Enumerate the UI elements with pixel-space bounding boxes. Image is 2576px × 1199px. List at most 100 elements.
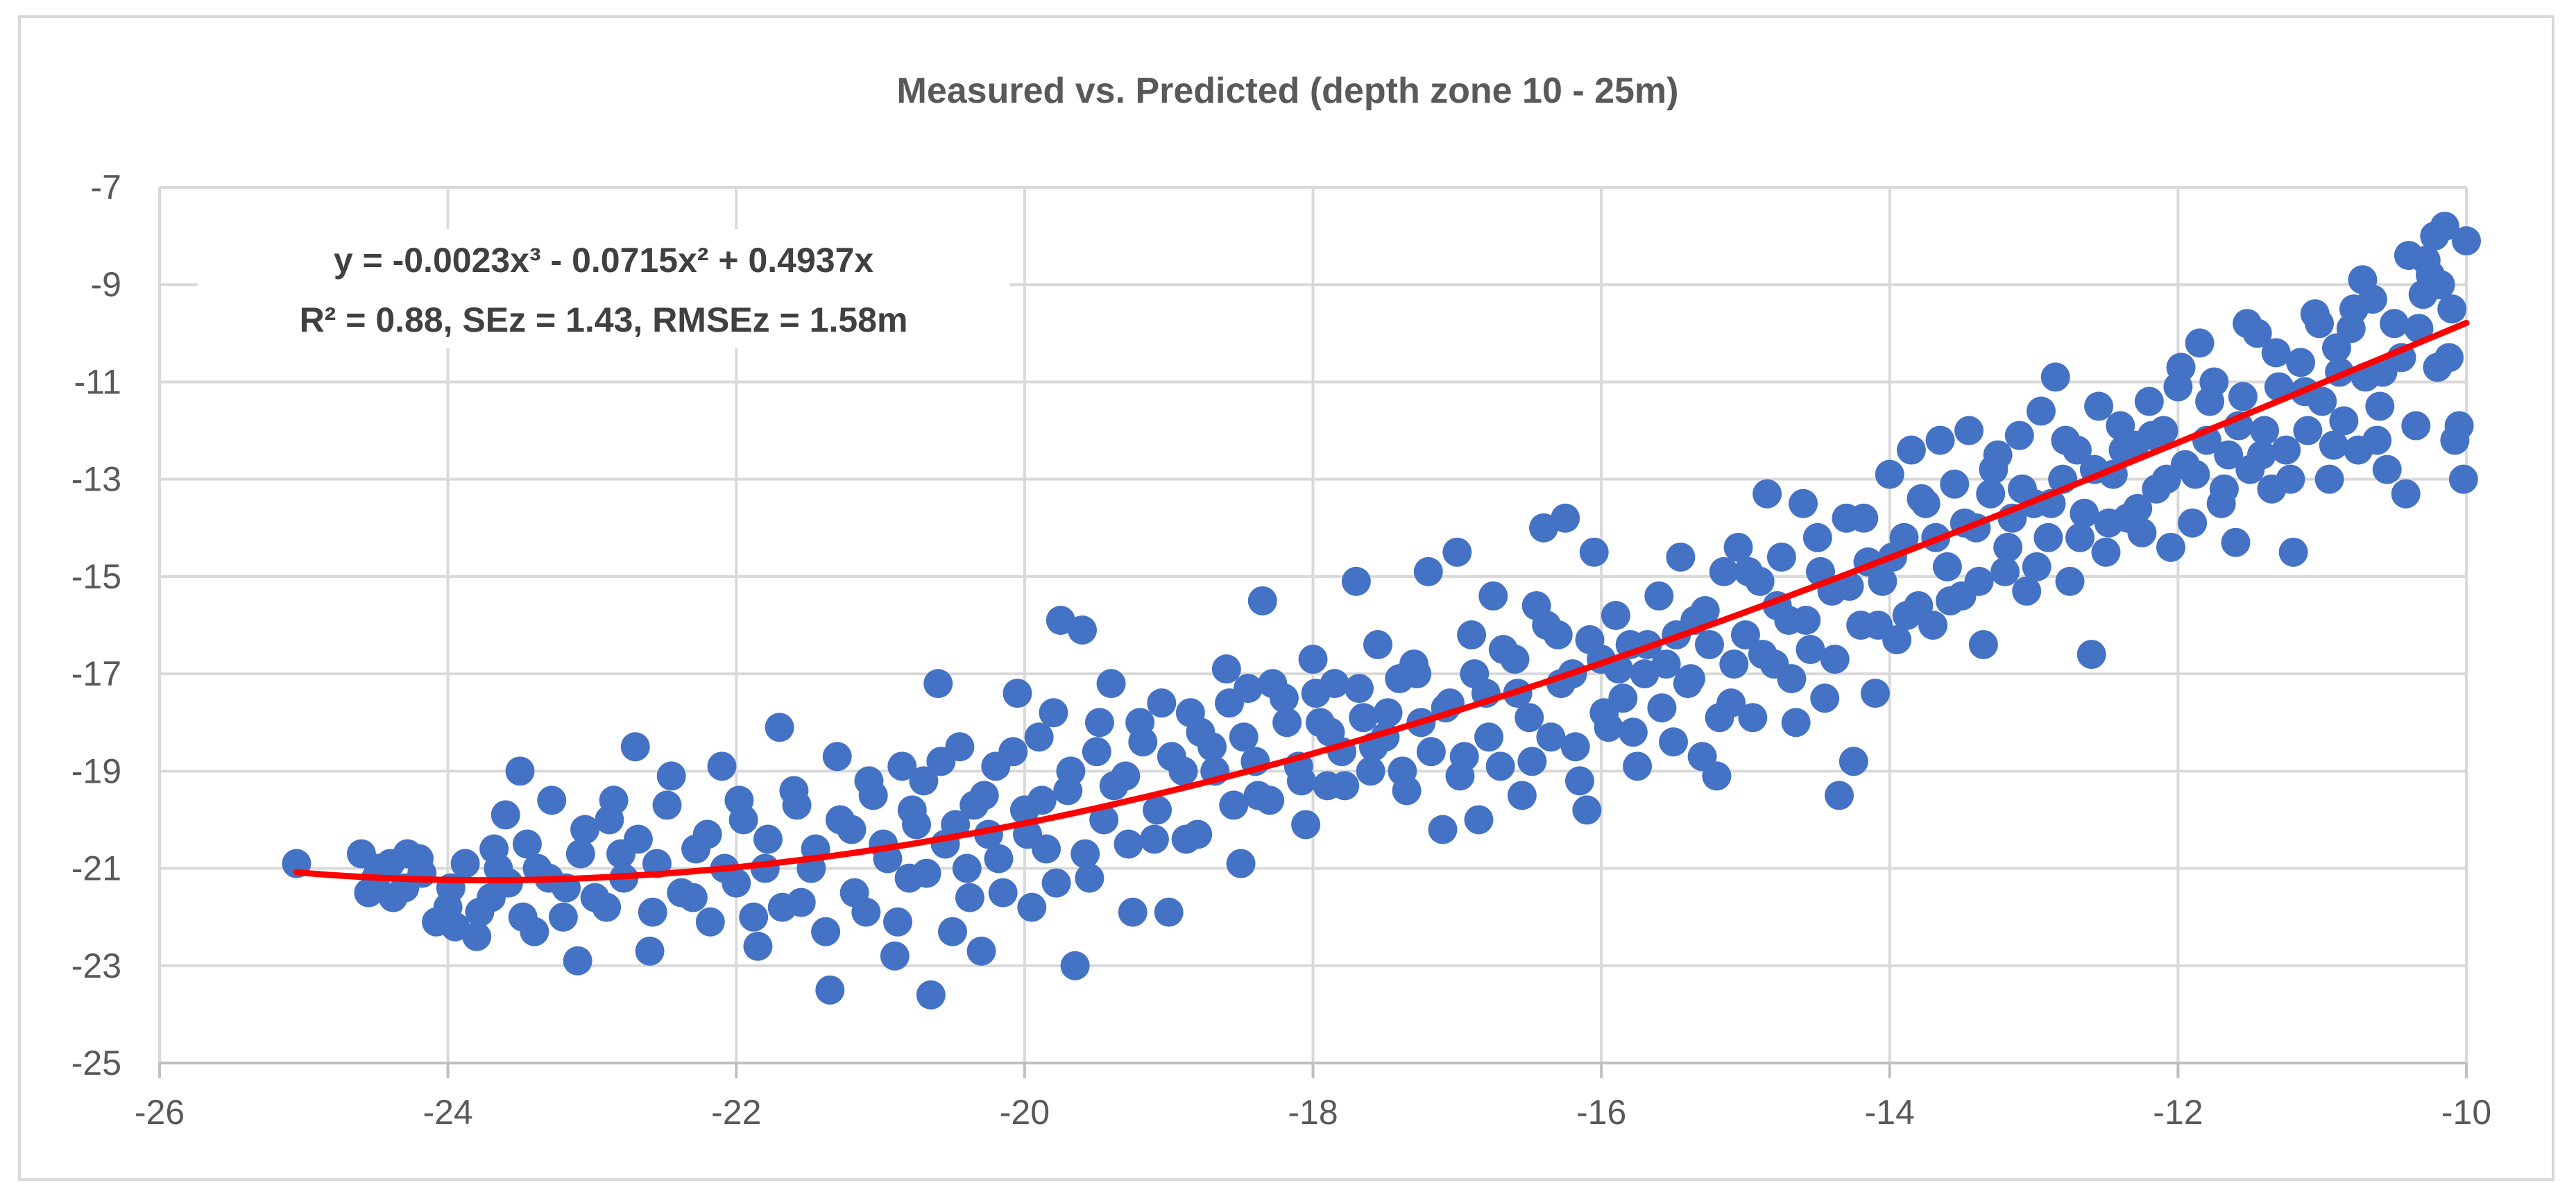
data-point <box>2391 479 2421 509</box>
data-point <box>2420 221 2450 251</box>
data-point <box>1675 664 1705 694</box>
data-point <box>1041 868 1071 898</box>
data-point <box>565 839 595 869</box>
data-point <box>2278 537 2308 567</box>
data-point <box>1781 708 1811 738</box>
chart-title: Measured vs. Predicted (depth zone 10 - … <box>897 71 1679 111</box>
data-point <box>2065 522 2095 552</box>
x-tick-label: -16 <box>1576 1093 1626 1132</box>
x-tick-label: -22 <box>711 1093 761 1132</box>
data-point <box>1719 649 1749 679</box>
data-point <box>1734 556 1764 586</box>
data-point <box>926 747 956 776</box>
data-point <box>1147 688 1177 718</box>
data-point <box>1868 566 1897 596</box>
y-tick-label: -25 <box>71 1044 121 1082</box>
data-point <box>1478 581 1508 611</box>
data-point <box>1979 454 2008 484</box>
data-point <box>1413 556 1443 586</box>
data-point <box>1214 688 1244 718</box>
data-point <box>2250 416 2280 445</box>
data-point <box>2246 440 2276 470</box>
data-point <box>1579 537 1609 567</box>
data-point <box>753 824 783 854</box>
data-point <box>2070 498 2099 528</box>
data-point <box>2362 425 2392 455</box>
data-point <box>548 902 578 932</box>
data-point <box>2091 537 2121 567</box>
data-point <box>1056 756 1086 786</box>
data-point <box>1298 645 1328 674</box>
data-point <box>815 975 845 1005</box>
data-point <box>916 980 946 1010</box>
y-tick-label: -15 <box>71 557 121 596</box>
data-point <box>512 829 542 859</box>
data-point <box>1601 600 1630 630</box>
data-point <box>2380 309 2409 339</box>
data-point <box>2123 493 2153 523</box>
data-point <box>825 805 855 835</box>
data-point <box>2434 343 2464 373</box>
data-point <box>1243 781 1273 810</box>
data-point <box>1694 630 1724 660</box>
x-tick-label: -26 <box>135 1093 185 1132</box>
data-point <box>1068 615 1097 645</box>
equation-annotation: y = -0.0023x³ - 0.0715x² + 0.4937x R² = … <box>198 229 1009 348</box>
data-point <box>724 785 754 815</box>
data-point <box>1474 722 1504 752</box>
data-point <box>2151 464 2181 494</box>
data-point <box>695 907 725 937</box>
data-point <box>595 805 624 835</box>
data-point <box>1572 795 1602 825</box>
data-point <box>2452 226 2481 256</box>
data-point <box>1060 951 1090 980</box>
trendline-curve <box>293 319 2470 884</box>
data-point <box>667 878 697 908</box>
data-point <box>1084 708 1114 738</box>
data-point <box>941 810 971 840</box>
data-point <box>2348 265 2378 295</box>
data-point <box>1795 635 1825 665</box>
data-point <box>2425 270 2455 300</box>
x-tick-label: -20 <box>1000 1093 1050 1132</box>
data-point <box>1128 727 1158 757</box>
data-point <box>1017 892 1047 922</box>
data-point <box>1428 815 1458 844</box>
data-point <box>1024 722 1054 752</box>
y-tick-label: -21 <box>71 849 121 888</box>
data-point <box>1993 532 2023 562</box>
data-point <box>393 839 423 869</box>
data-point <box>2040 362 2070 392</box>
data-point <box>1039 698 1068 728</box>
data-point <box>570 815 600 844</box>
data-point <box>1666 542 1696 572</box>
data-point <box>1507 781 1537 810</box>
data-point <box>2108 435 2138 465</box>
data-point <box>1702 761 1732 791</box>
data-point <box>1918 611 1948 640</box>
x-tick-label: -10 <box>2441 1093 2491 1132</box>
x-tick-label: -14 <box>1865 1093 1915 1132</box>
data-point <box>2185 328 2215 358</box>
data-point <box>1114 829 1143 859</box>
data-point <box>1892 600 1922 630</box>
data-point <box>1560 732 1590 762</box>
data-point <box>1690 595 1720 625</box>
data-point <box>1315 717 1345 747</box>
data-point <box>465 897 495 927</box>
data-point <box>2319 430 2348 460</box>
data-point <box>1644 581 1674 611</box>
data-point <box>1402 659 1432 689</box>
y-tick-label: -7 <box>91 168 121 207</box>
data-point <box>1789 488 1818 518</box>
data-point <box>1820 645 1850 674</box>
data-point <box>1940 469 1970 499</box>
data-point <box>2401 411 2431 441</box>
data-point <box>2181 459 2210 489</box>
data-point <box>1564 766 1594 796</box>
data-point <box>1863 611 1893 640</box>
data-point <box>2022 552 2052 581</box>
y-tick-label: -13 <box>71 460 121 499</box>
data-point <box>2372 454 2402 484</box>
